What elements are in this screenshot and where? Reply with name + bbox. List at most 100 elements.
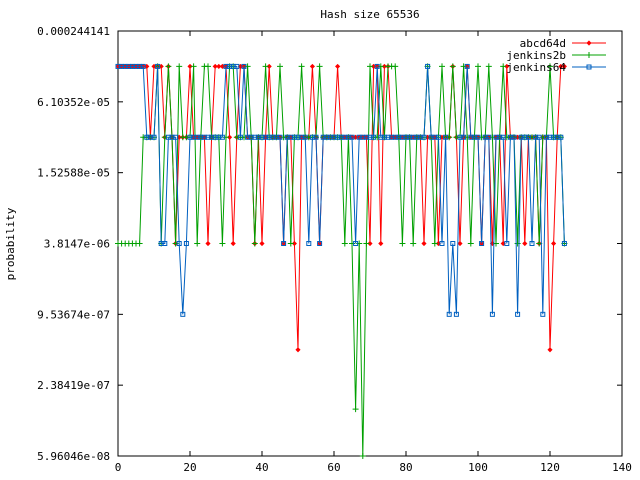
- data-point: [558, 63, 564, 69]
- data-point: [187, 63, 193, 69]
- legend-label: jenkins2b: [506, 49, 566, 62]
- data-point: [421, 134, 427, 140]
- data-point: [453, 311, 459, 317]
- data-point: [461, 134, 467, 140]
- data-point: [450, 240, 456, 246]
- data-point: [586, 64, 592, 70]
- data-point: [410, 240, 417, 247]
- data-point: [317, 240, 323, 246]
- data-point: [586, 52, 592, 58]
- data-point: [515, 311, 521, 317]
- data-point: [190, 63, 197, 70]
- data-point: [277, 134, 283, 140]
- series-jenkins2b: [115, 63, 568, 460]
- data-point: [277, 63, 283, 70]
- data-point: [219, 134, 225, 140]
- data-point: [237, 134, 243, 140]
- data-point: [162, 240, 168, 246]
- x-tick-label: 60: [327, 461, 340, 474]
- y-tick-label: 0.000244141: [37, 25, 110, 38]
- data-point: [281, 240, 287, 246]
- data-point: [431, 240, 438, 247]
- data-point: [479, 240, 485, 246]
- legend-label: abcd64d: [520, 37, 566, 50]
- data-point: [298, 63, 305, 70]
- data-point: [359, 453, 366, 460]
- data-point: [295, 347, 301, 353]
- data-point: [443, 134, 449, 140]
- data-point: [446, 311, 452, 317]
- data-point: [151, 134, 157, 140]
- data-point: [500, 134, 506, 140]
- data-point: [511, 134, 517, 140]
- data-point: [309, 63, 315, 69]
- data-point: [514, 240, 521, 247]
- data-point: [475, 63, 481, 70]
- y-tick-label: 9.53674e-07: [37, 308, 110, 321]
- data-point: [435, 134, 441, 140]
- data-point: [251, 240, 258, 247]
- data-point: [561, 240, 567, 246]
- data-point: [551, 240, 557, 247]
- data-point: [486, 134, 492, 140]
- data-point: [374, 63, 380, 69]
- data-point: [381, 63, 387, 69]
- data-point: [266, 63, 272, 69]
- data-point: [306, 240, 312, 246]
- series-line: [118, 65, 565, 457]
- data-point: [371, 134, 377, 140]
- axis-ticks: 0 20 40 60 80 100 120 140 0.000244141 6.10352e-05…: [37, 25, 632, 474]
- data-point: [259, 240, 265, 247]
- data-point: [313, 134, 319, 140]
- data-point: [316, 63, 323, 70]
- data-point: [341, 240, 348, 247]
- data-point: [216, 63, 222, 69]
- data-point: [262, 63, 269, 70]
- data-point: [522, 240, 528, 247]
- data-point: [500, 63, 507, 70]
- data-point: [378, 240, 384, 247]
- data-point: [176, 63, 183, 70]
- data-point: [241, 63, 247, 69]
- data-point: [212, 63, 218, 69]
- x-tick-label: 120: [540, 461, 560, 474]
- y-tick-label: 2.38419e-07: [37, 379, 110, 392]
- data-point: [504, 240, 510, 246]
- data-point: [529, 240, 535, 246]
- data-point: [561, 63, 567, 69]
- data-point: [464, 63, 470, 69]
- data-point: [173, 134, 179, 140]
- data-point: [363, 240, 370, 247]
- data-point: [352, 406, 359, 413]
- data-point: [425, 63, 431, 69]
- x-tick-label: 80: [399, 461, 412, 474]
- y-tick-label: 5.96046e-08: [37, 450, 110, 463]
- data-point: [287, 240, 294, 247]
- data-point: [540, 311, 546, 317]
- data-point: [504, 63, 510, 69]
- data-point: [536, 134, 542, 140]
- data-point: [194, 240, 201, 247]
- data-point: [457, 240, 463, 247]
- data-point: [205, 63, 211, 70]
- data-point: [230, 240, 236, 247]
- data-point: [558, 134, 564, 140]
- y-tick-label: 3.8147e-06: [44, 237, 110, 250]
- data-point: [176, 240, 182, 246]
- data-point: [219, 240, 226, 247]
- data-point: [136, 240, 143, 247]
- legend-label: jenkins64: [506, 61, 566, 74]
- data-point: [227, 134, 233, 140]
- series-jenkins64: [115, 63, 567, 317]
- data-point: [467, 240, 474, 247]
- data-point: [586, 40, 592, 46]
- data-point: [525, 134, 531, 140]
- data-point: [449, 63, 456, 70]
- data-point: [165, 63, 172, 70]
- data-point: [335, 63, 341, 69]
- x-tick-label: 0: [115, 461, 122, 474]
- data-point: [367, 240, 373, 247]
- y-axis-label: probability: [4, 207, 17, 280]
